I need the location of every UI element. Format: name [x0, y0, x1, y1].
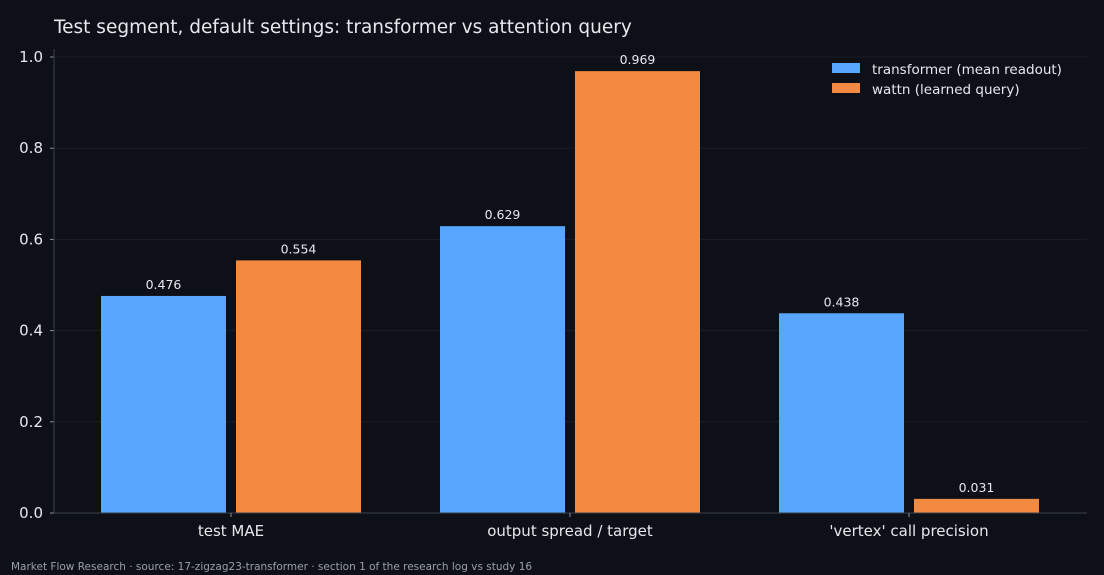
bar-transformer-1 — [440, 226, 565, 513]
y-tick-label-2: 0.4 — [19, 322, 43, 340]
legend-swatch-1 — [832, 83, 860, 93]
data-label-0-1: 0.629 — [485, 207, 521, 222]
x-tick-label-2: 'vertex' call precision — [829, 522, 988, 540]
bar-wattn-0 — [236, 260, 361, 513]
data-label-0-2: 0.438 — [824, 294, 860, 309]
axes: 0.0 0.2 0.4 0.6 0.8 1.0 test MAE output spread … — [19, 48, 1087, 540]
y-tick-label-0: 0.0 — [19, 504, 43, 522]
bars: 0.476 0.554 0.629 0.969 0.438 0.031 — [101, 52, 1039, 514]
bar-transformer-0 — [101, 295, 226, 513]
legend-swatch-0 — [832, 63, 860, 73]
x-tick-label-1: output spread / target — [487, 522, 653, 540]
data-label-1-2: 0.031 — [959, 480, 995, 495]
grid — [54, 56, 1087, 423]
y-tick-label-4: 0.8 — [19, 139, 43, 157]
data-label-1-0: 0.554 — [281, 241, 317, 256]
x-tick-label-0: test MAE — [198, 522, 264, 540]
chart-title: Test segment, default settings: transfor… — [53, 17, 632, 38]
footer-note: Market Flow Research · source: 17-zigzag… — [11, 561, 532, 573]
y-tick-label-3: 0.6 — [19, 230, 43, 248]
data-label-1-1: 0.969 — [620, 52, 656, 67]
legend-label-0: transformer (mean readout) — [872, 62, 1062, 78]
bar-wattn-2 — [914, 498, 1039, 513]
bar-transformer-2 — [779, 313, 904, 513]
y-tick-label-1: 0.2 — [19, 413, 43, 431]
bar-wattn-1 — [575, 71, 700, 514]
y-tick-label-5: 1.0 — [19, 48, 43, 66]
legend-label-1: wattn (learned query) — [872, 82, 1020, 98]
data-label-0-0: 0.476 — [146, 277, 182, 292]
legend: transformer (mean readout) wattn (learned… — [832, 62, 1062, 98]
